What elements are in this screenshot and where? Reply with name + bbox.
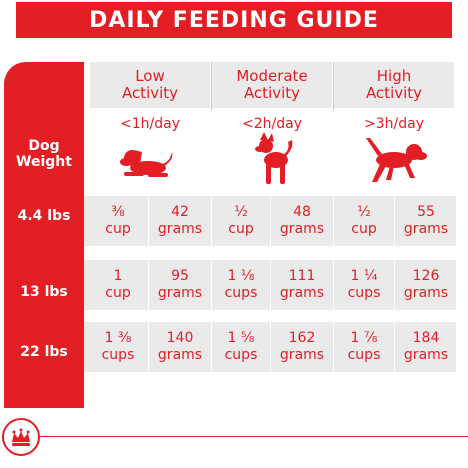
cups-value: 1 ¼ xyxy=(350,268,378,284)
grams-cell: 95 grams xyxy=(150,260,210,310)
header-high-line2: Activity xyxy=(365,84,423,102)
cell-divider xyxy=(333,196,334,246)
cell-divider xyxy=(270,322,271,372)
grams-unit: grams xyxy=(157,347,203,363)
cups-cell: 1 ¼ cups xyxy=(334,260,394,310)
cups-cell: ⅜ cup xyxy=(88,196,148,246)
grams-unit: grams xyxy=(403,221,449,237)
cups-value: 1 ⅜ xyxy=(104,330,132,346)
grams-unit: grams xyxy=(279,347,325,363)
header-moderate-activity: Moderate Activity xyxy=(212,62,332,108)
dog-weight-label: Dog Weight xyxy=(4,138,84,170)
cups-value: ½ xyxy=(357,204,371,220)
header-moderate-line1: Moderate xyxy=(236,67,308,85)
header-high-activity: High Activity xyxy=(334,62,454,108)
cell-divider xyxy=(333,260,334,310)
running-dog-icon xyxy=(366,138,427,182)
header-divider xyxy=(211,62,212,110)
grams-cell: 111 grams xyxy=(272,260,332,310)
cups-unit: cups xyxy=(224,347,258,363)
cell-divider xyxy=(211,322,212,372)
grams-value: 111 xyxy=(288,268,316,284)
cups-cell: 1 ⅞ cups xyxy=(334,322,394,372)
cell-divider xyxy=(394,196,395,246)
grams-unit: grams xyxy=(403,347,449,363)
grams-value: 162 xyxy=(288,330,316,346)
cups-value: 1 ⅝ xyxy=(227,330,255,346)
brand-logo xyxy=(2,418,40,456)
cups-unit: cup xyxy=(351,221,377,237)
header-low-activity: Low Activity xyxy=(90,62,210,108)
grams-value: 55 xyxy=(417,204,435,220)
header-high-line1: High xyxy=(376,67,412,85)
cups-cell: 1 ⅜ cups xyxy=(88,322,148,372)
grams-value: 95 xyxy=(171,268,189,284)
cell-divider xyxy=(333,322,334,372)
cups-unit: cups xyxy=(224,285,258,301)
grams-unit: grams xyxy=(157,285,203,301)
cups-value: ⅜ xyxy=(111,204,125,220)
weight-label-22: 22 lbs xyxy=(20,344,68,360)
cell-divider xyxy=(270,260,271,310)
dog-weight-label-line1: Dog xyxy=(28,138,60,154)
grams-unit: grams xyxy=(279,221,325,237)
cups-value: 1 xyxy=(113,268,123,284)
grams-cell: 42 grams xyxy=(150,196,210,246)
cups-value: 1 ⅛ xyxy=(227,268,255,284)
cups-unit: cup xyxy=(105,221,131,237)
cups-cell: 1 ⅝ cups xyxy=(211,322,271,372)
title-banner: DAILY FEEDING GUIDE xyxy=(16,2,452,38)
cups-cell: 1 ⅛ cups xyxy=(211,260,271,310)
time-low: <1h/day xyxy=(120,116,180,132)
grams-value: 126 xyxy=(412,268,440,284)
header-moderate-line2: Activity xyxy=(243,84,301,102)
cell-divider xyxy=(211,196,212,246)
time-moderate: <2h/day xyxy=(242,116,302,132)
cups-cell: ½ cup xyxy=(334,196,394,246)
cups-unit: cups xyxy=(347,347,381,363)
grams-cell: 140 grams xyxy=(150,322,210,372)
grams-cell: 55 grams xyxy=(396,196,456,246)
cell-divider xyxy=(270,196,271,246)
grams-unit: grams xyxy=(279,285,325,301)
cell-divider xyxy=(148,322,149,372)
cups-unit: cup xyxy=(105,285,131,301)
cups-value: ½ xyxy=(234,204,248,220)
grams-value: 48 xyxy=(293,204,311,220)
cups-unit: cup xyxy=(228,221,254,237)
weight-label-13: 13 lbs xyxy=(20,284,68,300)
grams-unit: grams xyxy=(157,221,203,237)
grams-unit: grams xyxy=(403,285,449,301)
grams-cell: 162 grams xyxy=(272,322,332,372)
cups-unit: cups xyxy=(347,285,381,301)
cell-divider xyxy=(211,260,212,310)
weight-sidebar: Dog Weight 4.4 lbs 13 lbs 22 lbs xyxy=(4,62,84,408)
cell-divider xyxy=(148,260,149,310)
grams-cell: 48 grams xyxy=(272,196,332,246)
header-divider xyxy=(333,62,334,110)
header-low-line1: Low xyxy=(135,67,165,85)
header-low-line2: Activity xyxy=(121,84,179,102)
standing-dog-icon xyxy=(255,132,293,184)
cups-cell: 1 cup xyxy=(88,260,148,310)
cups-cell: ½ cup xyxy=(211,196,271,246)
cell-divider xyxy=(394,260,395,310)
lying-dog-icon xyxy=(120,150,173,177)
crown-logo-icon xyxy=(12,428,30,446)
grams-cell: 126 grams xyxy=(396,260,456,310)
cell-divider xyxy=(394,322,395,372)
dog-weight-label-line2: Weight xyxy=(16,154,72,170)
grams-value: 140 xyxy=(166,330,194,346)
grams-value: 184 xyxy=(412,330,440,346)
cell-divider xyxy=(148,196,149,246)
time-high: >3h/day xyxy=(364,116,424,132)
cups-value: 1 ⅞ xyxy=(350,330,378,346)
cups-unit: cups xyxy=(101,347,135,363)
grams-cell: 184 grams xyxy=(396,322,456,372)
footer-divider xyxy=(40,436,468,437)
grams-value: 42 xyxy=(171,204,189,220)
weight-label-4-4: 4.4 lbs xyxy=(17,208,71,224)
